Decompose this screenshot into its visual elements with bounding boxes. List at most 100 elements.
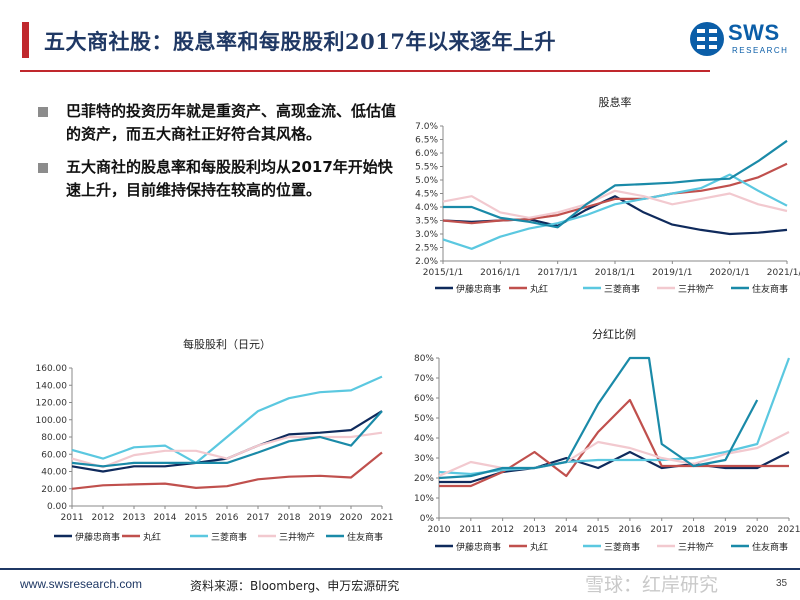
- bullet-item: 巴菲特的投资历年就是重资产、高现金流、低估值的资产，而五大商社正好符合其风格。: [38, 100, 400, 146]
- y-tick-label: 20.00: [41, 485, 67, 495]
- series-line: [71, 410, 383, 468]
- title-divider: [20, 70, 710, 72]
- footer-source-note: 资料来源：Bloomberg、申万宏源研究: [190, 579, 400, 593]
- square-bullet-icon: [38, 107, 48, 117]
- x-tick-label: 2020: [746, 525, 769, 535]
- x-tick-label: 2015: [587, 525, 610, 535]
- legend-label: 三井物产: [279, 531, 315, 543]
- x-tick-label: 2016: [216, 513, 239, 523]
- y-tick-label: 60.00: [41, 450, 67, 460]
- x-tick-label: 2019: [309, 513, 332, 523]
- x-tick-label: 2021: [371, 513, 394, 523]
- x-tick-label: 2021/1/1: [767, 268, 800, 278]
- y-tick-label: 80%: [414, 354, 434, 364]
- series-line: [443, 139, 788, 229]
- logo-subtitle: RESEARCH: [732, 46, 789, 55]
- y-tick-label: 7.0%: [415, 122, 438, 132]
- footer-divider: [0, 568, 800, 570]
- legend-label: 三菱商事: [211, 531, 247, 543]
- x-tick-label: 2014: [555, 525, 578, 535]
- bullet-item: 五大商社的股息率和每股股利均从2017年开始快速上升，目前维持保持在较高的位置。: [38, 156, 400, 202]
- y-tick-label: 4.0%: [415, 203, 438, 213]
- x-tick-label: 2017: [650, 525, 673, 535]
- series-line: [438, 431, 790, 478]
- series-line: [71, 375, 383, 464]
- x-tick-label: 2015/1/1: [423, 268, 463, 278]
- x-tick-label: 2014: [154, 513, 177, 523]
- y-tick-label: 40.00: [41, 468, 67, 478]
- y-tick-label: 30%: [414, 454, 434, 464]
- legend-label: 伊藤忠商事: [456, 283, 501, 295]
- y-tick-label: 6.5%: [415, 136, 438, 146]
- y-tick-label: 4.5%: [415, 190, 438, 200]
- x-tick-label: 2015: [185, 513, 208, 523]
- y-tick-label: 3.5%: [415, 217, 438, 227]
- chart-title: 每股股利（日元）: [183, 337, 271, 351]
- legend-label: 三菱商事: [604, 283, 640, 295]
- legend-label: 住友商事: [752, 283, 788, 295]
- series-line: [438, 356, 759, 480]
- x-tick-label: 2018/1/1: [595, 268, 635, 278]
- x-tick-label: 2017/1/1: [537, 268, 577, 278]
- legend-label: 伊藤忠商事: [456, 541, 501, 553]
- x-tick-label: 2010: [428, 525, 451, 535]
- x-tick-label: 2019/1/1: [652, 268, 692, 278]
- square-bullet-icon: [38, 163, 48, 173]
- y-tick-label: 70%: [414, 374, 434, 384]
- series-line: [439, 398, 789, 488]
- sws-logo: SWS RESEARCH: [688, 14, 788, 62]
- x-tick-label: 2013: [523, 525, 546, 535]
- legend-label: 三菱商事: [604, 541, 640, 553]
- y-tick-label: 2.5%: [415, 244, 438, 254]
- series-line: [71, 451, 383, 490]
- dividend-yield-chart: 股息率 7.0% 6.5% 6.0% 5.5% 5.0% 4.5% 4.0% 3.5% 3.0% 2…: [405, 88, 800, 303]
- dividend-yield-chart-svg: 股息率 7.0% 6.5% 6.0% 5.5% 5.0% 4.5% 4.0% 3.5% 3.0% 2…: [415, 95, 800, 295]
- title-bar: 五大商社股：股息率和每股股利2017年以来逐年上升 SWS RESEARCH: [0, 0, 800, 76]
- y-tick-label: 0.00: [47, 502, 67, 512]
- y-tick-label: 2.0%: [415, 257, 438, 267]
- y-tick-label: 140.00: [36, 381, 68, 391]
- y-tick-label: 80.00: [41, 433, 67, 443]
- x-tick-label: 2016/1/1: [480, 268, 520, 278]
- legend-label: 伊藤忠商事: [75, 531, 120, 543]
- x-tick-label: 2011: [61, 513, 84, 523]
- y-tick-label: 40%: [414, 434, 434, 444]
- dividend-per-share-chart-svg: 每股股利（日元） 160.00 140.00 120.00 100.00 80.00 60.…: [36, 337, 394, 543]
- legend-label: 丸红: [143, 531, 161, 543]
- x-tick-label: 2012: [92, 513, 115, 523]
- bullet-list: 巴菲特的投资历年就是重资产、高现金流、低估值的资产，而五大商社正好符合其风格。 …: [38, 100, 400, 212]
- y-tick-label: 0%: [420, 514, 435, 524]
- x-tick-label: 2017: [247, 513, 270, 523]
- y-tick-label: 10%: [414, 494, 434, 504]
- y-tick-label: 100.00: [36, 416, 68, 426]
- chart-title: 分红比例: [592, 327, 636, 341]
- x-tick-label: 2013: [123, 513, 146, 523]
- bullet-text: 巴菲特的投资历年就是重资产、高现金流、低估值的资产，而五大商社正好符合其风格。: [66, 102, 397, 143]
- footer-website-link[interactable]: www.swsresearch.com: [20, 577, 143, 591]
- y-tick-label: 20%: [414, 474, 434, 484]
- series-line: [442, 189, 788, 219]
- payout-ratio-chart: 分红比例 80% 70% 60% 50% 40% 30% 20% 10% 0% 2010 2011 20…: [405, 322, 800, 562]
- series-line: [442, 173, 788, 250]
- y-tick-label: 120.00: [36, 399, 68, 409]
- dividend-per-share-chart: 每股股利（日元） 160.00 140.00 120.00 100.00 80.00 60.…: [20, 328, 400, 553]
- legend-label: 住友商事: [347, 531, 383, 543]
- legend-label: 丸红: [530, 541, 548, 553]
- page-number: 35: [776, 578, 788, 589]
- y-tick-label: 3.0%: [415, 230, 438, 240]
- y-tick-label: 6.0%: [415, 149, 438, 159]
- watermark: 雪球：红岸研究: [585, 574, 719, 596]
- x-tick-label: 2020: [340, 513, 363, 523]
- legend-label: 丸红: [530, 283, 548, 295]
- payout-ratio-chart-svg: 分红比例 80% 70% 60% 50% 40% 30% 20% 10% 0%2010 2011 20…: [414, 327, 800, 553]
- x-tick-label: 2012: [491, 525, 514, 535]
- y-tick-label: 60%: [414, 394, 434, 404]
- page-title: 五大商社股：股息率和每股股利2017年以来逐年上升: [44, 29, 556, 54]
- logo-wordmark: SWS: [728, 20, 780, 45]
- x-tick-label: 2021: [778, 525, 800, 535]
- sws-logo-icon: [690, 22, 724, 56]
- chart-title: 股息率: [599, 95, 632, 109]
- x-tick-label: 2019: [714, 525, 737, 535]
- bullet-text: 五大商社的股息率和每股股利均从2017年开始快速上升，目前维持保持在较高的位置。: [66, 158, 393, 199]
- series-line: [442, 162, 788, 225]
